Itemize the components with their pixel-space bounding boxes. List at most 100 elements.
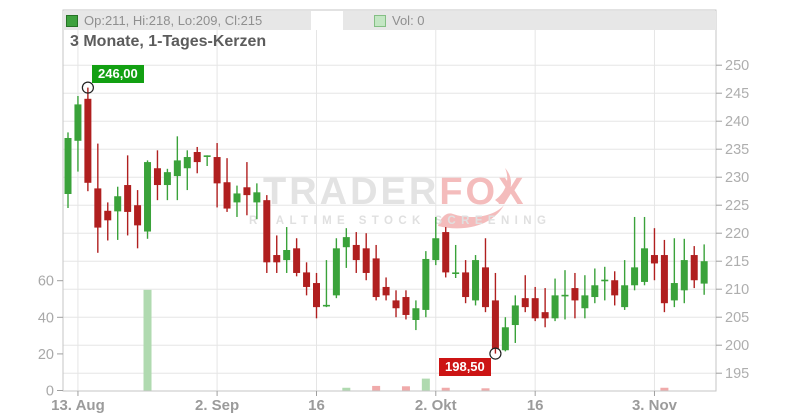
candle[interactable]	[342, 228, 350, 268]
candle[interactable]	[551, 278, 559, 322]
candle[interactable]	[74, 96, 82, 172]
candle[interactable]	[501, 317, 509, 352]
candle[interactable]	[462, 260, 470, 304]
volume-bar[interactable]	[421, 378, 430, 391]
candle[interactable]	[690, 246, 698, 289]
volume-bar[interactable]	[481, 388, 490, 391]
candle-body	[382, 286, 390, 296]
candle[interactable]	[114, 186, 122, 240]
candle-body	[144, 162, 152, 232]
candle[interactable]	[442, 227, 450, 278]
candle[interactable]	[511, 295, 519, 343]
volume-bar[interactable]	[441, 387, 450, 391]
candle[interactable]	[203, 155, 211, 166]
candle[interactable]	[700, 244, 708, 295]
candle[interactable]	[452, 244, 460, 278]
candle[interactable]	[322, 260, 330, 308]
candle[interactable]	[303, 262, 311, 296]
candle[interactable]	[591, 268, 599, 304]
candle[interactable]	[631, 216, 639, 291]
candles-layer[interactable]	[64, 87, 708, 354]
candle[interactable]	[372, 244, 380, 301]
candle[interactable]	[382, 277, 390, 301]
candle[interactable]	[104, 202, 112, 241]
candle[interactable]	[392, 290, 400, 318]
candle-body	[173, 160, 181, 177]
candle-body	[124, 185, 132, 212]
high-marker-circle	[81, 81, 94, 94]
candle-body	[472, 260, 480, 301]
candle[interactable]	[621, 260, 629, 310]
price-tick-label: 210	[725, 282, 749, 298]
candle[interactable]	[134, 190, 142, 249]
candle[interactable]	[243, 162, 251, 216]
legend-ohlc-cell[interactable]: Op:211, Hi:218, Lo:209, Cl:215	[63, 11, 311, 30]
candle[interactable]	[641, 216, 649, 286]
candle[interactable]	[541, 288, 549, 328]
candle[interactable]	[293, 238, 301, 277]
candle-body	[213, 157, 221, 184]
candle[interactable]	[283, 227, 291, 273]
candle[interactable]	[531, 286, 539, 322]
candle-body	[293, 248, 301, 273]
candle-body	[551, 295, 559, 319]
candle[interactable]	[84, 87, 92, 192]
candle[interactable]	[402, 290, 410, 320]
candle[interactable]	[144, 160, 152, 239]
candle[interactable]	[670, 238, 678, 308]
candle[interactable]	[650, 228, 658, 281]
candle[interactable]	[233, 185, 241, 217]
candle[interactable]	[173, 136, 181, 201]
volume-bar[interactable]	[342, 387, 351, 391]
candle[interactable]	[163, 168, 171, 201]
candle-body	[193, 152, 201, 163]
candle[interactable]	[481, 238, 489, 313]
candle[interactable]	[561, 270, 569, 320]
candle[interactable]	[94, 143, 102, 253]
candle[interactable]	[680, 238, 688, 304]
candle[interactable]	[183, 150, 191, 191]
candle-body	[322, 304, 330, 307]
candle[interactable]	[412, 300, 420, 331]
candle[interactable]	[362, 233, 370, 281]
candle[interactable]	[581, 275, 589, 319]
date-tick-label: 13. Aug	[51, 397, 105, 414]
gridlines	[63, 29, 716, 391]
candle[interactable]	[213, 143, 221, 208]
candle[interactable]	[273, 235, 281, 273]
candle-body	[153, 168, 161, 186]
candle[interactable]	[472, 255, 480, 306]
candle-body	[362, 248, 370, 273]
volume-bar[interactable]	[660, 387, 669, 391]
candle[interactable]	[352, 232, 360, 273]
volume-bar[interactable]	[401, 386, 410, 391]
candle-body	[303, 272, 311, 287]
candle[interactable]	[660, 239, 668, 313]
candle-body	[442, 232, 450, 273]
candle-body	[571, 288, 579, 301]
candle[interactable]	[571, 272, 579, 319]
legend-volume-cell[interactable]: Vol: 0	[343, 11, 716, 30]
candle[interactable]	[611, 271, 619, 306]
candle[interactable]	[193, 146, 201, 174]
candle[interactable]	[422, 251, 430, 318]
candle[interactable]	[313, 272, 320, 319]
candle-body	[650, 255, 658, 264]
candle[interactable]	[153, 150, 161, 201]
candle[interactable]	[332, 238, 340, 299]
candle-body	[541, 312, 549, 319]
candle[interactable]	[263, 195, 271, 273]
volume-bar[interactable]	[143, 289, 152, 391]
candle[interactable]	[432, 216, 440, 266]
candle-body	[462, 272, 470, 298]
candle[interactable]	[601, 266, 609, 301]
candle[interactable]	[521, 275, 529, 313]
candle[interactable]	[223, 158, 231, 212]
candle[interactable]	[64, 132, 72, 208]
candle[interactable]	[253, 183, 261, 220]
candle[interactable]	[491, 272, 499, 354]
candle[interactable]	[124, 155, 132, 236]
volume-bar[interactable]	[372, 385, 381, 391]
